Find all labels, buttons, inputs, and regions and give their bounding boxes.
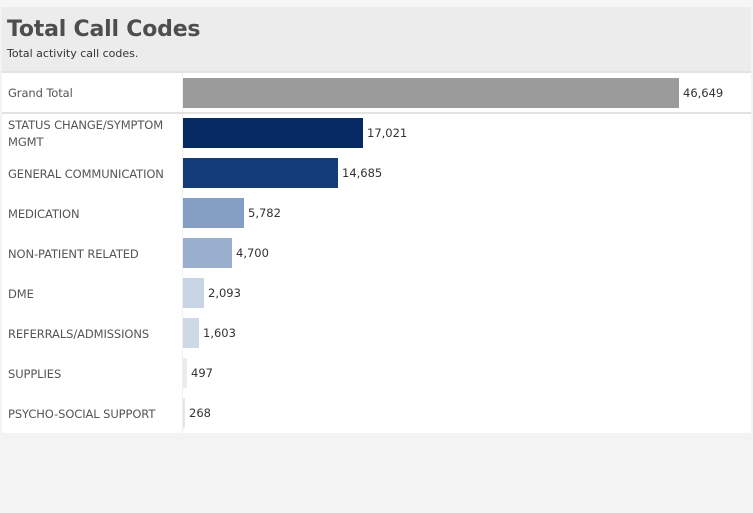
bar-psycho-social-support[interactable] [183,398,185,428]
dashboard-header: Total Call Codes Total activity call cod… [2,7,751,71]
chart-row[interactable]: PSYCHO-SOCIAL SUPPORT 268 [2,394,751,434]
chart-row[interactable]: SUPPLIES 497 [2,354,751,394]
bar-supplies[interactable] [183,358,187,388]
row-label: PSYCHO-SOCIAL SUPPORT [8,407,156,421]
bar-chart: Grand Total 46,649 STATUS CHANGE/SYMPTOM… [2,71,751,433]
chart-row[interactable]: GENERAL COMMUNICATION 14,685 [2,154,751,194]
bar-medication[interactable] [183,198,244,228]
chart-row[interactable]: STATUS CHANGE/SYMPTOM MGMT 17,021 [2,114,751,154]
row-label: REFERRALS/ADMISSIONS [8,327,150,341]
chart-row-grand-total[interactable]: Grand Total 46,649 [2,73,751,114]
chart-row[interactable]: MEDICATION 5,782 [2,194,751,234]
chart-row[interactable]: REFERRALS/ADMISSIONS 1,603 [2,314,751,354]
row-value: 17,021 [367,126,408,140]
row-value: 2,093 [208,286,241,300]
bar-status-change[interactable] [183,118,363,148]
bar-general-communication[interactable] [183,158,338,188]
page-title: Total Call Codes [7,17,201,42]
bar-grand-total[interactable] [183,78,679,108]
row-value: 46,649 [683,86,724,100]
row-value: 268 [189,406,211,420]
row-label: NON-PATIENT RELATED [8,247,139,261]
chart-row[interactable]: NON-PATIENT RELATED 4,700 [2,234,751,274]
row-label: SUPPLIES [8,367,62,381]
page-subtitle: Total activity call codes. [7,47,139,60]
row-label: Grand Total [8,86,73,100]
bar-non-patient-related[interactable] [183,238,232,268]
row-value: 14,685 [342,166,383,180]
row-value: 1,603 [203,326,236,340]
top-strip [0,0,753,7]
bar-dme[interactable] [183,278,204,308]
row-value: 5,782 [248,206,281,220]
row-label: STATUS CHANGE/SYMPTOM MGMT [8,118,164,149]
row-label: MEDICATION [8,207,80,221]
column-divider [182,73,183,433]
bar-referrals-admissions[interactable] [183,318,199,348]
row-label: GENERAL COMMUNICATION [8,167,164,181]
row-value: 497 [191,366,213,380]
row-label: DME [8,287,34,301]
chart-row[interactable]: DME 2,093 [2,274,751,314]
row-value: 4,700 [236,246,269,260]
